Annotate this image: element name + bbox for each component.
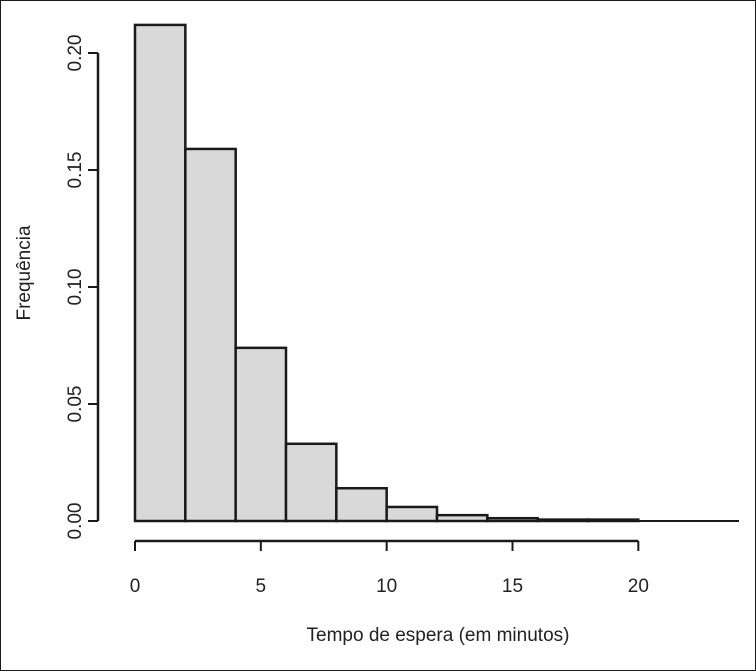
y-tick-label: 0.00 [65, 503, 86, 540]
x-tick-label: 0 [130, 576, 141, 597]
y-tick-label: 0.15 [65, 152, 86, 189]
histogram-bar [184, 147, 237, 523]
x-tick-label: 20 [628, 576, 649, 597]
histogram-bar [385, 505, 439, 523]
bars-group [133, 23, 640, 523]
histogram-bar [284, 442, 338, 523]
histogram-bar [335, 486, 388, 523]
histogram-bar [234, 346, 288, 523]
x-axis-title: Tempo de espera (em minutos) [307, 625, 570, 646]
y-axis: 0.00 0.05 0.10 0.15 0.20 [65, 35, 100, 540]
histogram-bar [133, 23, 187, 523]
x-tick-label: 10 [376, 576, 397, 597]
x-axis: 0 5 10 15 20 [130, 539, 649, 597]
y-tick-label: 0.05 [65, 386, 86, 423]
y-axis-title: Frequência [14, 225, 35, 320]
x-tick-label: 5 [256, 576, 267, 597]
x-tick-label: 15 [502, 576, 523, 597]
y-tick-label: 0.20 [65, 35, 86, 72]
y-tick-label: 0.10 [65, 269, 86, 306]
